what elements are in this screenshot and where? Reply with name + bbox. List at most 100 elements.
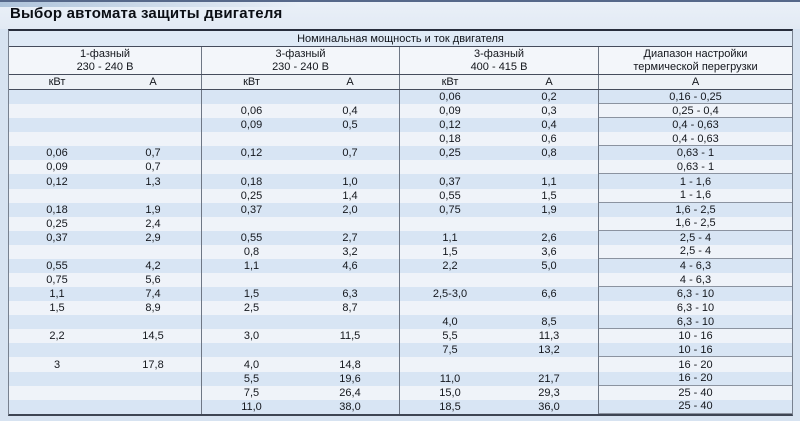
current-a-cell: 2,6 (500, 230, 599, 245)
current-a-cell: 5,6 (105, 273, 202, 288)
power-kw-cell: 7,5 (442, 344, 458, 357)
table-row: 0,18 1,9 0,37 2,0 0,75 1,9 1,6 - 2,5 (9, 202, 792, 217)
power-kw-cell: 0,8 (243, 245, 260, 258)
group-header-3phase-400v: 3-фазный 400 - 415 В (400, 47, 599, 74)
current-a-cell: 2,0 (301, 202, 400, 217)
table-body: 0,06 0,2 0,16 - 0,25 0,06 0,4 0,09 0,3 0,25 - 0… (9, 90, 792, 414)
group-header-line: 3-фазный (275, 47, 326, 60)
overload-range-cell: 0,63 - 1 (599, 160, 792, 175)
power-kw-cell (202, 132, 301, 146)
overload-range-cell: 1 - 1,6 (679, 175, 712, 188)
unit-header-a: А (500, 75, 599, 89)
table-row: 0,37 2,9 0,55 2,7 1,1 2,6 2,5 - 4 (9, 230, 792, 245)
current-a-cell: 2,4 (105, 216, 202, 231)
power-kw-cell: 2,2 (49, 330, 65, 343)
current-a-cell (301, 216, 400, 231)
power-kw-cell: 0,12 (240, 147, 263, 160)
table-main-header: Номинальная мощность и ток двигателя (9, 31, 792, 47)
power-kw-cell (9, 343, 105, 357)
group-header-thermal-overload-range: Диапазон настройки термической перегрузк… (599, 47, 792, 74)
power-kw-cell (9, 90, 105, 104)
current-a-cell: 19,6 (301, 371, 400, 386)
power-kw-cell: 0,09 (439, 105, 461, 118)
table-group-headers: 1-фазный 230 - 240 В 3-фазный 230 - 240 … (9, 47, 792, 75)
current-a-cell: 36,0 (500, 399, 599, 414)
overload-range-cell: 0,4 - 0,63 (672, 119, 719, 132)
current-a-cell: 0,6 (500, 132, 599, 147)
current-a-cell (500, 160, 599, 175)
power-kw-cell (9, 104, 105, 118)
power-kw-cell: 3,0 (243, 330, 260, 343)
unit-header-kw: кВт (243, 76, 260, 88)
current-a-cell: 1,9 (105, 202, 202, 217)
table-row: 7,5 26,4 15,0 29,3 25 - 40 (9, 385, 792, 400)
power-kw-cell (9, 386, 105, 400)
power-kw-cell: 5,5 (243, 372, 260, 385)
power-kw-cell: 0,55 (240, 231, 263, 244)
current-a-cell: 14,5 (105, 329, 202, 344)
power-kw-cell: 0,06 (439, 91, 461, 104)
unit-header-a: А (691, 76, 700, 88)
power-kw-cell: 0,75 (46, 274, 68, 287)
group-header-line: Диапазон настройки (643, 47, 748, 60)
power-kw-cell (202, 217, 301, 231)
power-kw-cell: 7,5 (243, 386, 260, 399)
table-row: 5,5 19,6 11,0 21,7 16 - 20 (9, 371, 792, 386)
power-kw-cell: 2,5 (243, 302, 260, 315)
current-a-cell: 0,5 (301, 118, 400, 133)
current-a-cell: 6,3 (301, 287, 400, 302)
table-row: 0,09 0,5 0,12 0,4 0,4 - 0,63 (9, 118, 792, 133)
table-row: 1,1 7,4 1,5 6,3 2,5-3,0 6,6 6,3 - 10 (9, 287, 792, 302)
overload-range-cell: 1,6 - 2,5 (675, 203, 716, 216)
current-a-cell: 0,7 (105, 160, 202, 175)
power-kw-cell: 4,0 (243, 358, 260, 371)
current-a-cell: 0,3 (500, 104, 599, 119)
power-kw-cell: 0,06 (46, 147, 68, 160)
current-a-cell (105, 371, 202, 386)
power-kw-cell (202, 315, 301, 329)
power-kw-cell: 1,1 (442, 231, 458, 244)
current-a-cell (105, 315, 202, 330)
current-a-cell: 2,9 (105, 230, 202, 245)
power-kw-cell: 1,5 (243, 288, 260, 301)
current-a-cell: 11,3 (500, 329, 599, 344)
power-kw-cell (202, 90, 301, 104)
overload-range-cell: 2,5 - 4 (599, 245, 792, 259)
power-kw-cell: 0,25 (240, 189, 263, 202)
current-a-cell: 8,5 (500, 315, 599, 330)
current-a-cell: 4,6 (301, 258, 400, 274)
table-row: 0,09 0,7 0,63 - 1 (9, 160, 792, 175)
power-kw-cell: 0,37 (439, 175, 461, 188)
overload-range-cell: 10 - 16 (599, 343, 792, 358)
current-a-cell (105, 385, 202, 400)
current-a-cell (301, 160, 400, 175)
power-kw-cell: 2,5-3,0 (432, 288, 468, 301)
group-header-line: 230 - 240 В (272, 60, 329, 73)
power-kw-cell (9, 132, 105, 146)
current-a-cell (105, 118, 202, 133)
overload-range-cell: 1 - 1,6 (599, 189, 792, 203)
overload-range-cell: 0,4 - 0,63 (599, 132, 792, 147)
current-a-cell: 11,5 (301, 329, 400, 344)
power-kw-cell: 11,0 (241, 400, 262, 413)
current-a-cell (500, 273, 599, 288)
group-header-line: 1-фазный (80, 47, 130, 60)
current-a-cell: 26,4 (301, 385, 400, 400)
power-kw-cell: 1,5 (442, 245, 458, 258)
current-a-cell (301, 132, 400, 147)
table-row: 0,06 0,7 0,12 0,7 0,25 0,8 0,63 - 1 (9, 146, 792, 161)
motor-breaker-selection-table: Номинальная мощность и ток двигателя 1-ф… (8, 29, 793, 416)
current-a-cell: 1,3 (105, 174, 202, 189)
power-kw-cell: 0,09 (240, 119, 263, 132)
group-header-line: 400 - 415 В (470, 60, 528, 73)
power-kw-cell (400, 301, 500, 315)
power-kw-cell (202, 273, 301, 287)
table-row: 3 17,8 4,0 14,8 16 - 20 (9, 357, 792, 372)
power-kw-cell (9, 372, 105, 386)
power-kw-cell: 0,75 (439, 203, 461, 216)
title-band (0, 2, 800, 29)
page-title: Выбор автомата защиты двигателя (10, 5, 283, 22)
current-a-cell: 1,1 (500, 174, 599, 189)
power-kw-cell (9, 189, 105, 203)
current-a-cell: 21,7 (500, 371, 599, 386)
